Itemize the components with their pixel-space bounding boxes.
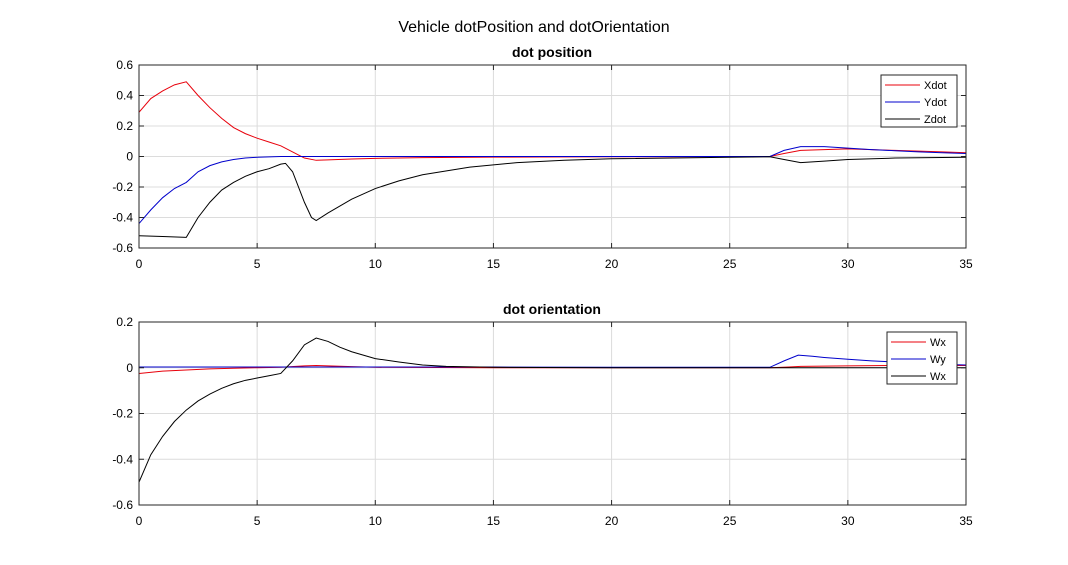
legend-label: Zdot bbox=[924, 114, 946, 126]
x-tick-label: 25 bbox=[723, 514, 737, 528]
x-tick-label: 15 bbox=[487, 514, 501, 528]
y-tick-label: -0.6 bbox=[112, 498, 133, 512]
x-tick-label: 10 bbox=[369, 514, 383, 528]
legend-box bbox=[886, 331, 958, 385]
x-tick-label: 15 bbox=[487, 257, 501, 271]
legend-label: Wy bbox=[930, 354, 946, 366]
y-tick-label: -0.2 bbox=[112, 407, 133, 421]
y-tick-label: 0.2 bbox=[116, 315, 133, 329]
y-tick-label: -0.2 bbox=[112, 180, 133, 194]
legend-label: Ydot bbox=[924, 97, 947, 109]
y-tick-label: 0 bbox=[126, 361, 133, 375]
series-line-ydot-1 bbox=[139, 146, 966, 224]
series-line-wx-2 bbox=[139, 337, 966, 483]
axes-title-dot-position: dot position bbox=[512, 44, 592, 60]
legend-label: Xdot bbox=[924, 80, 947, 92]
x-tick-label: 5 bbox=[254, 257, 261, 271]
legend-label: Wx bbox=[930, 337, 946, 349]
x-tick-label: 25 bbox=[723, 257, 737, 271]
y-tick-label: 0.4 bbox=[116, 89, 133, 103]
x-tick-label: 30 bbox=[841, 257, 855, 271]
x-tick-label: 0 bbox=[136, 257, 143, 271]
y-tick-label: 0 bbox=[126, 150, 133, 164]
y-tick-label: -0.4 bbox=[112, 211, 133, 225]
x-tick-label: 10 bbox=[369, 257, 383, 271]
series-line-xdot-0 bbox=[139, 81, 966, 161]
y-tick-label: -0.4 bbox=[112, 452, 133, 466]
legend: Xdot Ydot Zdot bbox=[880, 74, 958, 128]
axes-dot-position: dot position 0 5 10 15 20 25 30 35 -0.6 -0.4 -0.2 0… bbox=[112, 44, 973, 271]
figure-title: Vehicle dotPosition and dotOrientation bbox=[398, 19, 669, 36]
x-tick-label: 30 bbox=[841, 514, 855, 528]
x-tick-label: 0 bbox=[136, 514, 143, 528]
legend-label: Wx bbox=[930, 371, 946, 383]
y-tick-label: 0.6 bbox=[116, 58, 133, 72]
legend: Wx Wy Wx bbox=[886, 331, 958, 385]
axes-title-dot-orientation: dot orientation bbox=[503, 301, 601, 317]
legend-box bbox=[880, 74, 958, 128]
x-tick-label: 20 bbox=[605, 514, 619, 528]
series-line-zdot-2 bbox=[139, 156, 966, 238]
axes-dot-orientation: dot orientation 0 5 10 15 20 25 30 35 -0.6 -0.4 -0… bbox=[112, 301, 973, 528]
x-tick-label: 35 bbox=[959, 257, 973, 271]
x-tick-label: 35 bbox=[959, 514, 973, 528]
y-tick-label: 0.2 bbox=[116, 119, 133, 133]
x-tick-label: 20 bbox=[605, 257, 619, 271]
x-tick-label: 5 bbox=[254, 514, 261, 528]
y-tick-label: -0.6 bbox=[112, 241, 133, 255]
